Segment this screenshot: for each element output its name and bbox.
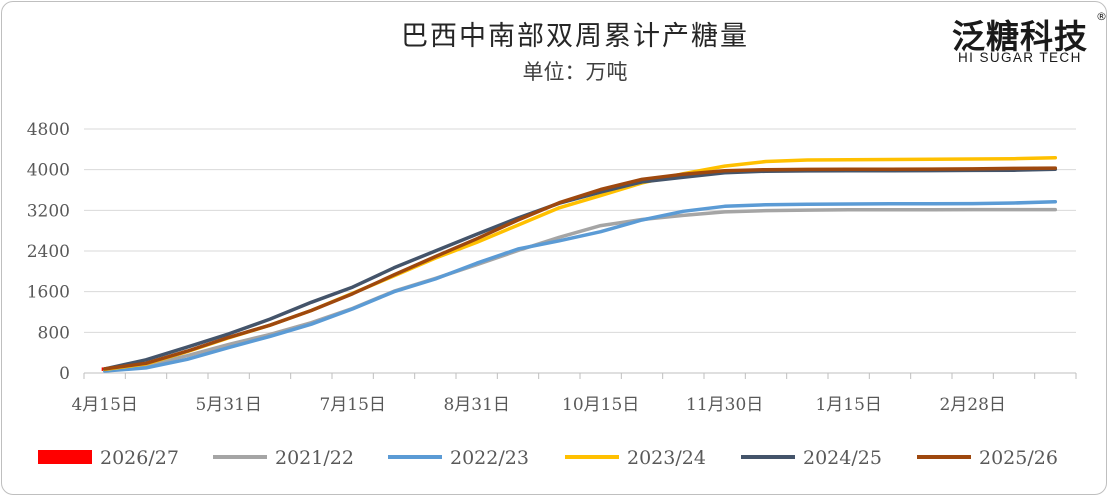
x-tick-label: 11月30日 <box>686 395 763 415</box>
y-tick-label: 3200 <box>27 201 70 221</box>
series-line-2021-22 <box>102 207 1058 372</box>
chart-title: 巴西中南部双周累计产糖量 <box>401 21 749 52</box>
legend-label: 2026/27 <box>100 447 179 469</box>
legend-label: 2022/23 <box>450 447 529 469</box>
series-line-2025-26 <box>102 166 1058 371</box>
legend-label: 2023/24 <box>627 447 706 469</box>
x-tick-label: 2月28日 <box>939 395 1005 415</box>
legend-label: 2024/25 <box>803 447 882 469</box>
series-line-2023-24 <box>102 155 1058 372</box>
brand-logo: 泛糖科技 ® HI SUGAR TECH <box>948 10 1107 68</box>
y-tick-label: 800 <box>38 323 70 343</box>
y-tick-label: 2400 <box>27 242 70 262</box>
registered-mark-icon: ® <box>1096 10 1107 23</box>
x-tick-label: 1月15日 <box>815 395 881 415</box>
logo-chinese-text: 泛糖科技 <box>952 17 1088 56</box>
x-tick-label: 5月31日 <box>195 395 261 415</box>
legend-marker <box>38 450 92 464</box>
y-tick-label: 4000 <box>27 161 70 181</box>
x-tick-label: 8月31日 <box>443 395 509 415</box>
y-tick-label: 0 <box>59 364 70 384</box>
x-tick-label: 10月15日 <box>562 395 639 415</box>
logo-english-text: HI SUGAR TECH <box>958 50 1082 65</box>
series-line-2022-23 <box>102 199 1058 373</box>
y-tick-label: 4800 <box>27 120 70 140</box>
legend-label: 2025/26 <box>979 447 1058 469</box>
x-tick-label: 4月15日 <box>71 395 137 415</box>
chart-subtitle: 单位：万吨 <box>522 60 628 84</box>
x-tick-label: 7月15日 <box>319 395 385 415</box>
y-tick-label: 1600 <box>27 283 70 303</box>
legend-label: 2021/22 <box>275 447 354 469</box>
